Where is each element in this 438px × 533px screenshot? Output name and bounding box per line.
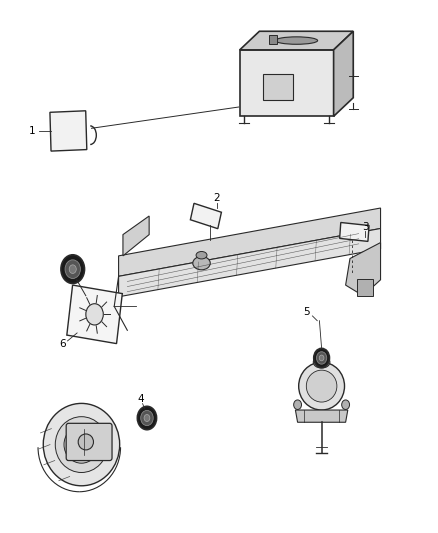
Ellipse shape <box>293 400 301 409</box>
Ellipse shape <box>61 255 85 284</box>
Polygon shape <box>240 31 353 50</box>
Text: 1: 1 <box>29 126 35 136</box>
Ellipse shape <box>69 265 76 273</box>
Polygon shape <box>119 208 381 276</box>
Bar <box>263 75 293 100</box>
Ellipse shape <box>138 406 156 430</box>
Ellipse shape <box>193 256 210 270</box>
Ellipse shape <box>86 304 103 325</box>
Ellipse shape <box>317 352 327 364</box>
Ellipse shape <box>196 252 207 259</box>
Text: 4: 4 <box>137 394 144 405</box>
Ellipse shape <box>72 434 91 455</box>
Ellipse shape <box>314 349 329 368</box>
Ellipse shape <box>144 415 150 422</box>
Polygon shape <box>334 31 353 116</box>
Ellipse shape <box>319 355 324 361</box>
Ellipse shape <box>313 357 330 368</box>
Polygon shape <box>191 203 222 229</box>
Polygon shape <box>67 285 122 344</box>
Polygon shape <box>119 229 381 297</box>
Bar <box>268 35 277 44</box>
Polygon shape <box>240 50 334 116</box>
FancyBboxPatch shape <box>66 423 112 461</box>
Ellipse shape <box>306 370 337 402</box>
Text: 3: 3 <box>362 222 369 232</box>
Ellipse shape <box>43 403 120 486</box>
Ellipse shape <box>299 362 345 410</box>
Text: 6: 6 <box>60 338 66 349</box>
Ellipse shape <box>55 417 108 472</box>
Ellipse shape <box>342 400 350 409</box>
Ellipse shape <box>64 426 99 463</box>
Text: 5: 5 <box>303 306 310 317</box>
Ellipse shape <box>276 37 318 44</box>
Polygon shape <box>339 222 369 241</box>
Bar <box>357 279 373 296</box>
Polygon shape <box>346 243 381 296</box>
Text: 2: 2 <box>213 193 220 204</box>
Ellipse shape <box>78 434 93 450</box>
Polygon shape <box>123 216 149 256</box>
Polygon shape <box>295 410 348 422</box>
Ellipse shape <box>141 410 153 426</box>
Ellipse shape <box>65 260 81 278</box>
Polygon shape <box>50 111 87 151</box>
